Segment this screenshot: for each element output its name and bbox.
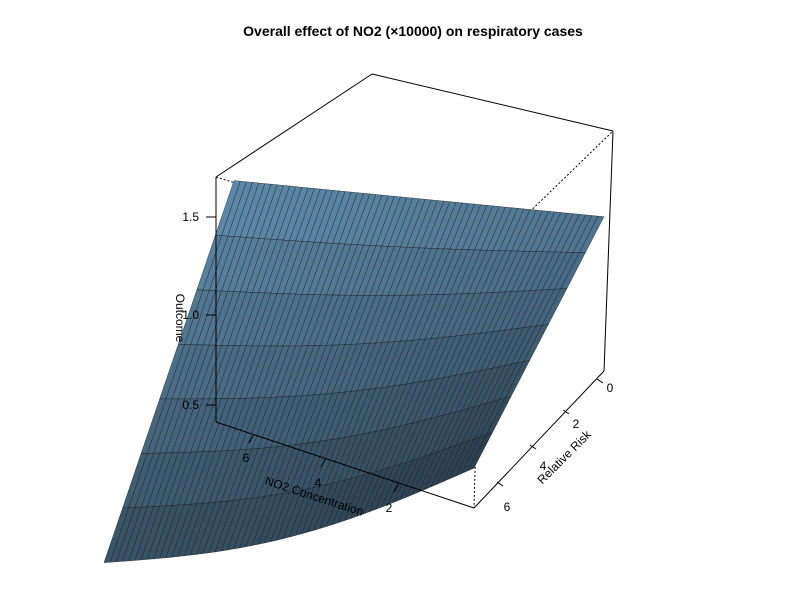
y-tick	[596, 378, 604, 384]
surface-mesh	[103, 180, 605, 563]
y-tick-label: 6	[504, 500, 511, 514]
box-front-edges	[215, 73, 614, 509]
x-tick-label: 2	[386, 501, 393, 515]
y-tick-label: 0	[607, 381, 614, 395]
box-edge	[215, 421, 475, 509]
y-tick	[562, 409, 570, 415]
box-edge	[215, 73, 373, 178]
surface-facet	[103, 507, 129, 563]
box-edge	[603, 130, 614, 372]
box-edge	[371, 73, 614, 132]
box-edge	[473, 370, 605, 509]
box-edge	[480, 130, 614, 260]
z-tick-label: 1.5	[182, 210, 199, 224]
y-tick	[496, 481, 504, 487]
y-axis: 0 2 4 6 Relative Risk	[496, 378, 614, 514]
x-tick-label: 6	[243, 451, 250, 465]
z-axis: 0.5 1.0 1.5 Outcome	[173, 210, 216, 412]
x-tick-label: 4	[315, 476, 322, 490]
z-tick-label: 1.0	[182, 308, 199, 322]
y-axis-title: Relative Risk	[534, 427, 594, 487]
chart-title: Overall effect of NO2 (×10000) on respir…	[243, 23, 583, 39]
z-axis-title: Outcome	[173, 294, 187, 343]
y-tick	[529, 444, 537, 450]
x-tick	[393, 482, 400, 493]
x-tick	[248, 433, 255, 444]
z-tick-label: 0.5	[182, 398, 199, 412]
x-tick	[320, 457, 327, 468]
y-tick-label: 2	[573, 417, 580, 431]
y-tick-label: 4	[540, 459, 547, 473]
